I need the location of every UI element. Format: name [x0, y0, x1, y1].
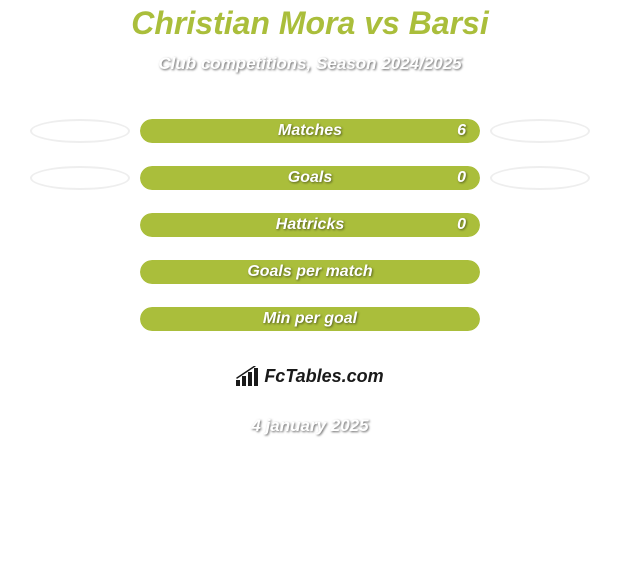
right-ellipse [490, 166, 590, 190]
stat-label: Goals per match [247, 263, 372, 281]
stat-label: Matches [278, 122, 342, 140]
right-spacer [490, 260, 590, 284]
infographic-container: Christian Mora vs Barsi Club competition… [0, 0, 620, 436]
date-text: 4 january 2025 [0, 416, 620, 436]
stat-label: Min per goal [263, 310, 357, 328]
left-ellipse [30, 166, 130, 190]
stat-bar: Goals per match [140, 260, 480, 284]
right-spacer [490, 307, 590, 331]
brand-text: FcTables.com [264, 366, 383, 387]
stat-row: Goals per match [0, 260, 620, 284]
stat-row: Min per goal [0, 307, 620, 331]
bar-chart-icon [236, 366, 260, 386]
stat-bar: Goals 0 [140, 166, 480, 190]
stat-label: Hattricks [276, 216, 344, 234]
stat-row: Goals 0 [0, 166, 620, 190]
stat-label: Goals [288, 169, 332, 187]
left-spacer [30, 213, 130, 237]
left-spacer [30, 307, 130, 331]
stat-value-right: 6 [457, 122, 466, 140]
left-spacer [30, 260, 130, 284]
stat-bar: Matches 6 [140, 119, 480, 143]
subtitle: Club competitions, Season 2024/2025 [0, 54, 620, 74]
stat-row: Hattricks 0 [0, 213, 620, 237]
right-ellipse [490, 119, 590, 143]
stat-bar: Hattricks 0 [140, 213, 480, 237]
brand-badge: FcTables.com [202, 354, 418, 398]
stat-row: Matches 6 [0, 119, 620, 143]
left-ellipse [30, 119, 130, 143]
stat-value-right: 0 [457, 169, 466, 187]
stat-value-right: 0 [457, 216, 466, 234]
stat-bar: Min per goal [140, 307, 480, 331]
page-title: Christian Mora vs Barsi [0, 5, 620, 42]
right-spacer [490, 213, 590, 237]
stats-area: Matches 6 Goals 0 Hattricks 0 Goals per match M… [0, 119, 620, 331]
